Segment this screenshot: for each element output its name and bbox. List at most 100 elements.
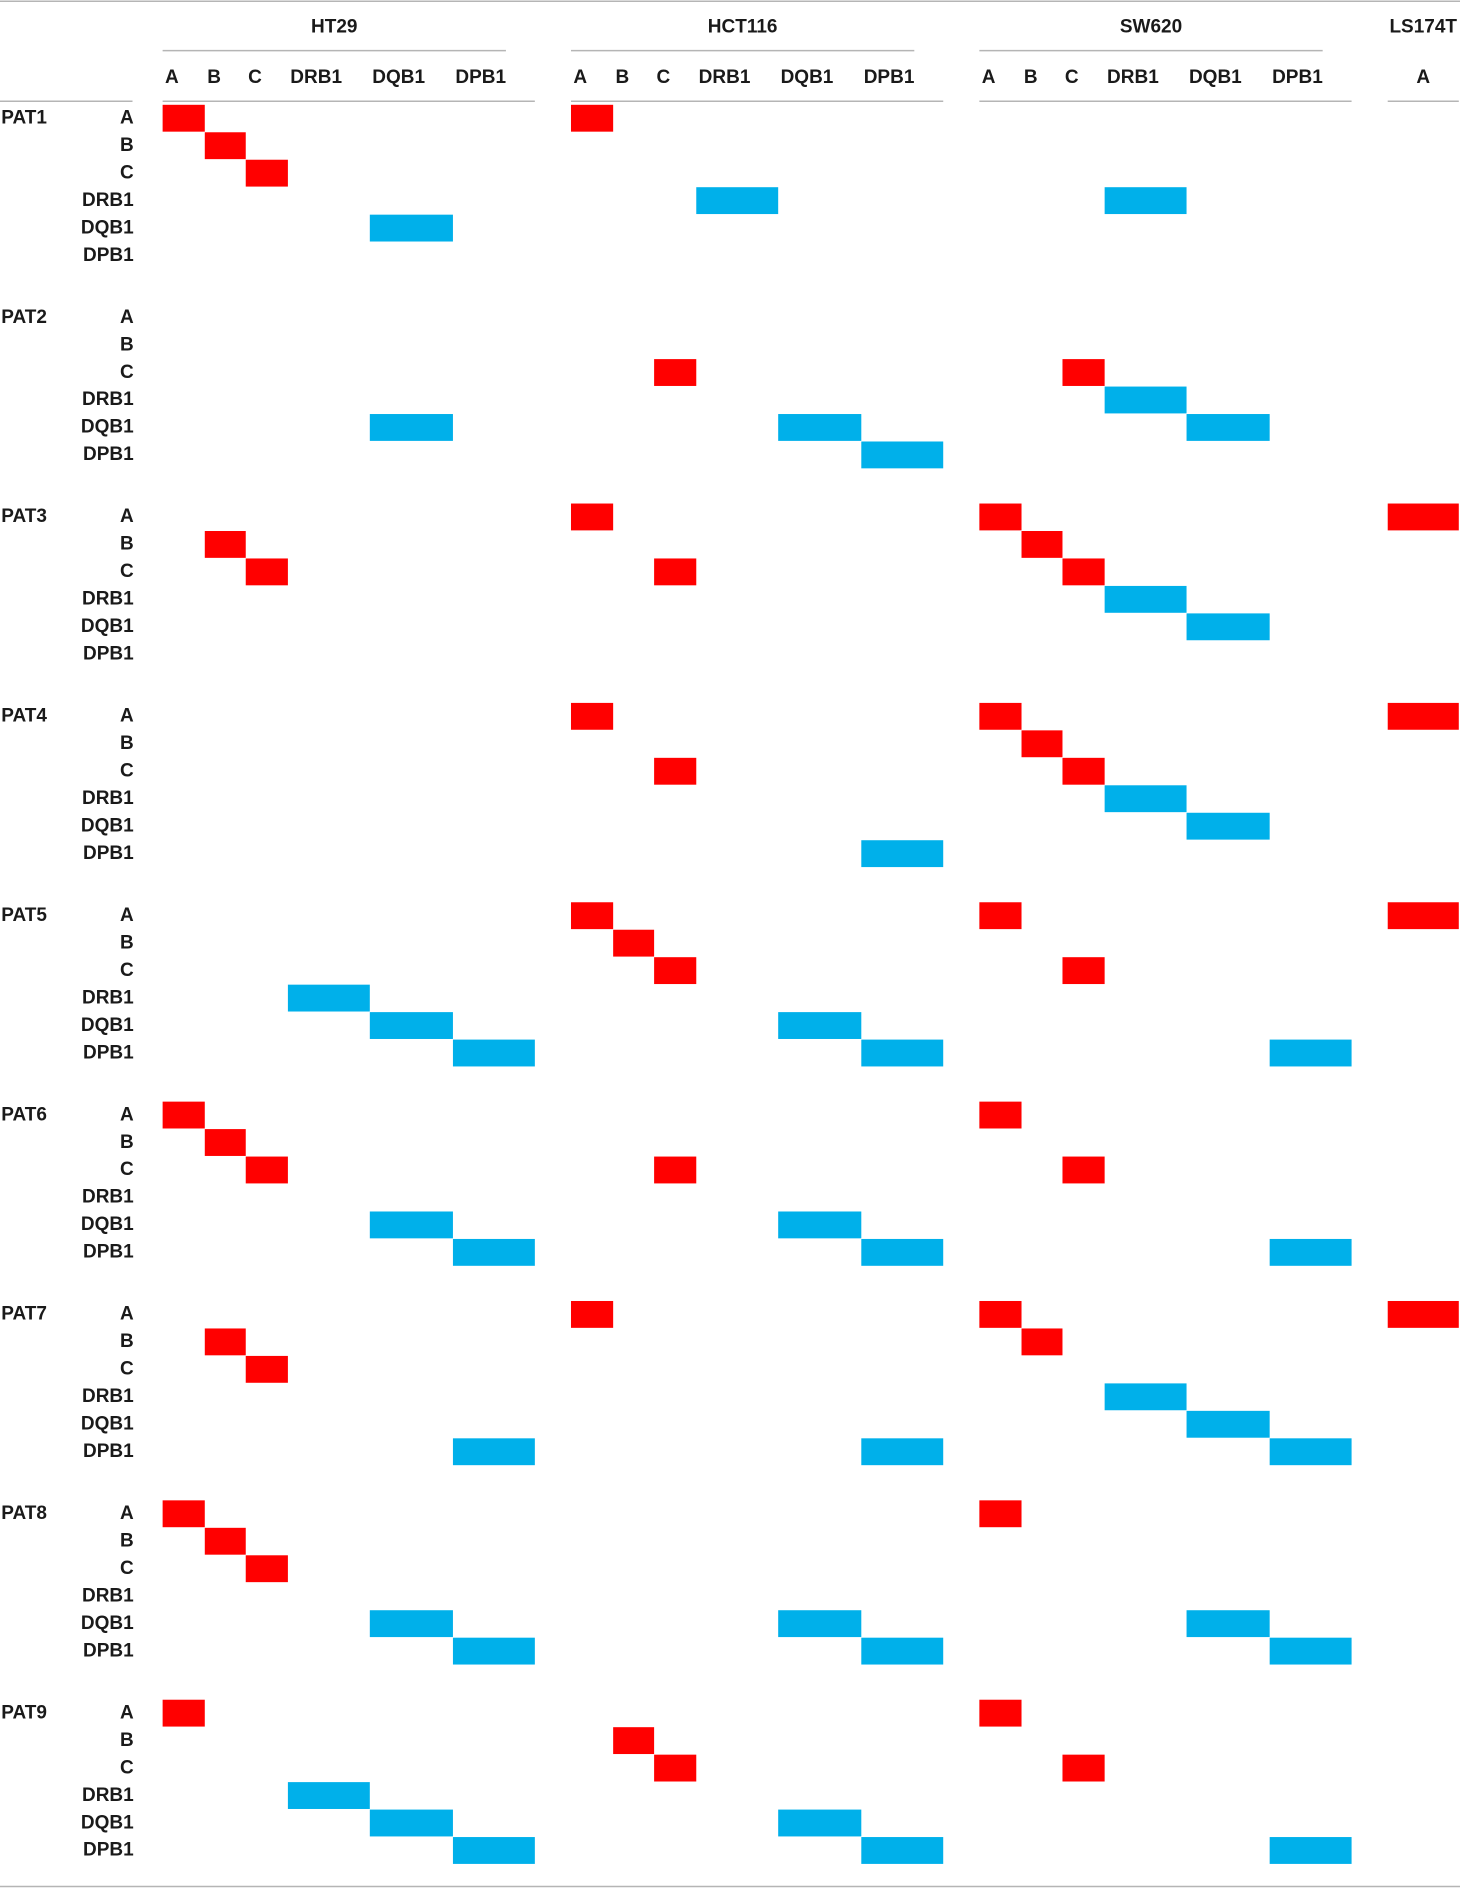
row-label-pat1-c: C bbox=[120, 162, 134, 183]
group-title-hct116: HCT116 bbox=[708, 17, 778, 38]
cell-pat7-hct116-dpb1 bbox=[861, 1438, 944, 1466]
row-label-pat4-c: C bbox=[120, 761, 134, 782]
cell-pat7-sw620-drb1 bbox=[1104, 1383, 1187, 1411]
cell-pat4-hct116-dpb1 bbox=[861, 840, 944, 868]
row-label-pat5-c: C bbox=[120, 960, 134, 981]
cell-pat9-hct116-dpb1 bbox=[861, 1837, 944, 1864]
cell-pat5-hct116-a bbox=[570, 902, 614, 930]
row-label-pat2-a: A bbox=[120, 307, 134, 328]
cell-pat3-hct116-a bbox=[570, 503, 614, 531]
cell-pat9-sw620-dpb1 bbox=[1269, 1837, 1352, 1864]
cell-pat8-sw620-dpb1 bbox=[1269, 1637, 1352, 1665]
cell-pat8-hct116-dqb1 bbox=[778, 1610, 862, 1638]
cell-pat6-sw620-c bbox=[1062, 1156, 1105, 1184]
row-label-pat8-a: A bbox=[120, 1503, 134, 1524]
cell-pat7-sw620-dpb1 bbox=[1269, 1438, 1352, 1466]
cell-pat6-sw620-dpb1 bbox=[1269, 1238, 1352, 1266]
row-label-pat9-dqb1: DQB1 bbox=[81, 1812, 134, 1833]
cell-pat9-ht29-a bbox=[162, 1699, 205, 1727]
row-label-pat1-drb1: DRB1 bbox=[82, 190, 134, 211]
group-title-ht29: HT29 bbox=[311, 17, 357, 38]
cell-pat3-ht29-c bbox=[245, 558, 288, 586]
cell-pat2-hct116-dqb1 bbox=[778, 414, 862, 441]
cell-pat7-sw620-a bbox=[979, 1300, 1022, 1328]
cell-pat9-ht29-drb1 bbox=[287, 1782, 370, 1809]
cell-pat6-ht29-dqb1 bbox=[369, 1211, 453, 1239]
cell-pat5-hct116-dpb1 bbox=[861, 1039, 944, 1067]
row-label-pat8-dqb1: DQB1 bbox=[81, 1613, 134, 1634]
cell-pat4-sw620-dqb1 bbox=[1186, 812, 1270, 840]
cell-pat8-ht29-a bbox=[162, 1500, 205, 1528]
column-headers: A B C DRB1 DQB1 DPB1 A B C DRB1 DQB1 DPB1 A B C DRB1 DQB… bbox=[165, 67, 1430, 88]
row-label-pat9-b: B bbox=[120, 1730, 134, 1751]
cell-pat4-ls174t-a bbox=[1387, 702, 1459, 730]
cell-pat6-hct116-dqb1 bbox=[778, 1211, 862, 1239]
cell-pat5-sw620-c bbox=[1062, 957, 1105, 985]
cell-pat1-sw620-drb1 bbox=[1104, 187, 1187, 215]
cell-pat6-ht29-c bbox=[245, 1156, 288, 1184]
row-label-pat5-b: B bbox=[120, 932, 134, 953]
column-label-ht29-b: B bbox=[207, 67, 221, 88]
group-title-ls174t: LS174T bbox=[1389, 17, 1457, 38]
row-label-pat9-c: C bbox=[120, 1757, 134, 1778]
row-label-pat4-a: A bbox=[120, 706, 134, 727]
cell-pat4-sw620-drb1 bbox=[1104, 785, 1187, 813]
row-label-pat6-a: A bbox=[120, 1104, 134, 1125]
cell-pat6-hct116-dpb1 bbox=[861, 1238, 944, 1266]
cell-pat9-ht29-dpb1 bbox=[452, 1837, 535, 1864]
cell-pat9-hct116-c bbox=[654, 1754, 697, 1782]
cell-pat5-hct116-dqb1 bbox=[778, 1012, 862, 1039]
row-label-pat7-a: A bbox=[120, 1304, 134, 1325]
cell-pat4-hct116-a bbox=[570, 702, 614, 730]
row-label-pat8-b: B bbox=[120, 1530, 134, 1551]
patient-label-pat9: PAT9 bbox=[1, 1702, 47, 1723]
cell-pat3-sw620-drb1 bbox=[1104, 585, 1187, 613]
cell-pat3-hct116-c bbox=[654, 558, 697, 586]
column-label-sw620-c: C bbox=[1065, 67, 1079, 88]
patient-label-pat2: PAT2 bbox=[1, 307, 47, 328]
cell-pat4-sw620-c bbox=[1062, 757, 1105, 785]
cell-pat8-ht29-b bbox=[204, 1527, 246, 1555]
cell-pat2-sw620-dqb1 bbox=[1186, 414, 1270, 441]
cell-pat9-sw620-c bbox=[1062, 1754, 1105, 1782]
cell-pat4-hct116-c bbox=[654, 757, 697, 785]
group-title-sw620: SW620 bbox=[1120, 17, 1182, 38]
patient-label-pat6: PAT6 bbox=[1, 1104, 47, 1125]
cell-pat4-sw620-a bbox=[979, 702, 1022, 730]
cell-pat3-sw620-b bbox=[1021, 531, 1063, 558]
cell-pat8-sw620-a bbox=[979, 1500, 1022, 1528]
cell-pat9-hct116-b bbox=[613, 1727, 655, 1755]
cell-pat1-hct116-a bbox=[570, 104, 614, 132]
row-label-pat2-dqb1: DQB1 bbox=[81, 417, 134, 438]
cell-pat7-ls174t-a bbox=[1387, 1300, 1459, 1328]
cell-pat5-ls174t-a bbox=[1387, 902, 1459, 930]
row-label-pat2-dpb1: DPB1 bbox=[83, 444, 134, 465]
row-label-pat5-dpb1: DPB1 bbox=[83, 1042, 134, 1063]
row-label-pat6-drb1: DRB1 bbox=[82, 1187, 134, 1208]
row-label-pat8-c: C bbox=[120, 1558, 134, 1579]
cell-pat5-ht29-dqb1 bbox=[369, 1012, 453, 1039]
row-label-pat2-drb1: DRB1 bbox=[82, 389, 134, 410]
row-label-pat7-dqb1: DQB1 bbox=[81, 1414, 134, 1435]
cell-pat3-sw620-dqb1 bbox=[1186, 613, 1270, 641]
column-label-hct116-c: C bbox=[657, 67, 671, 88]
row-label-pat3-c: C bbox=[120, 561, 134, 582]
cell-pat6-ht29-b bbox=[204, 1129, 246, 1156]
row-label-pat1-dpb1: DPB1 bbox=[83, 245, 134, 266]
cell-pat6-ht29-a bbox=[162, 1101, 205, 1129]
row-label-pat2-b: B bbox=[120, 334, 134, 355]
column-label-hct116-b: B bbox=[616, 67, 630, 88]
row-label-pat6-dpb1: DPB1 bbox=[83, 1242, 134, 1263]
column-label-sw620-a: A bbox=[982, 67, 996, 88]
column-label-hct116-drb1: DRB1 bbox=[699, 67, 751, 88]
match-cells bbox=[162, 104, 1459, 1864]
cell-pat7-ht29-c bbox=[245, 1355, 288, 1383]
row-label-pat9-dpb1: DPB1 bbox=[83, 1840, 134, 1861]
cell-pat2-hct116-dpb1 bbox=[861, 441, 944, 469]
cell-pat2-ht29-dqb1 bbox=[369, 414, 453, 441]
cell-pat5-hct116-c bbox=[654, 957, 697, 985]
patient-label-pat1: PAT1 bbox=[1, 107, 47, 128]
